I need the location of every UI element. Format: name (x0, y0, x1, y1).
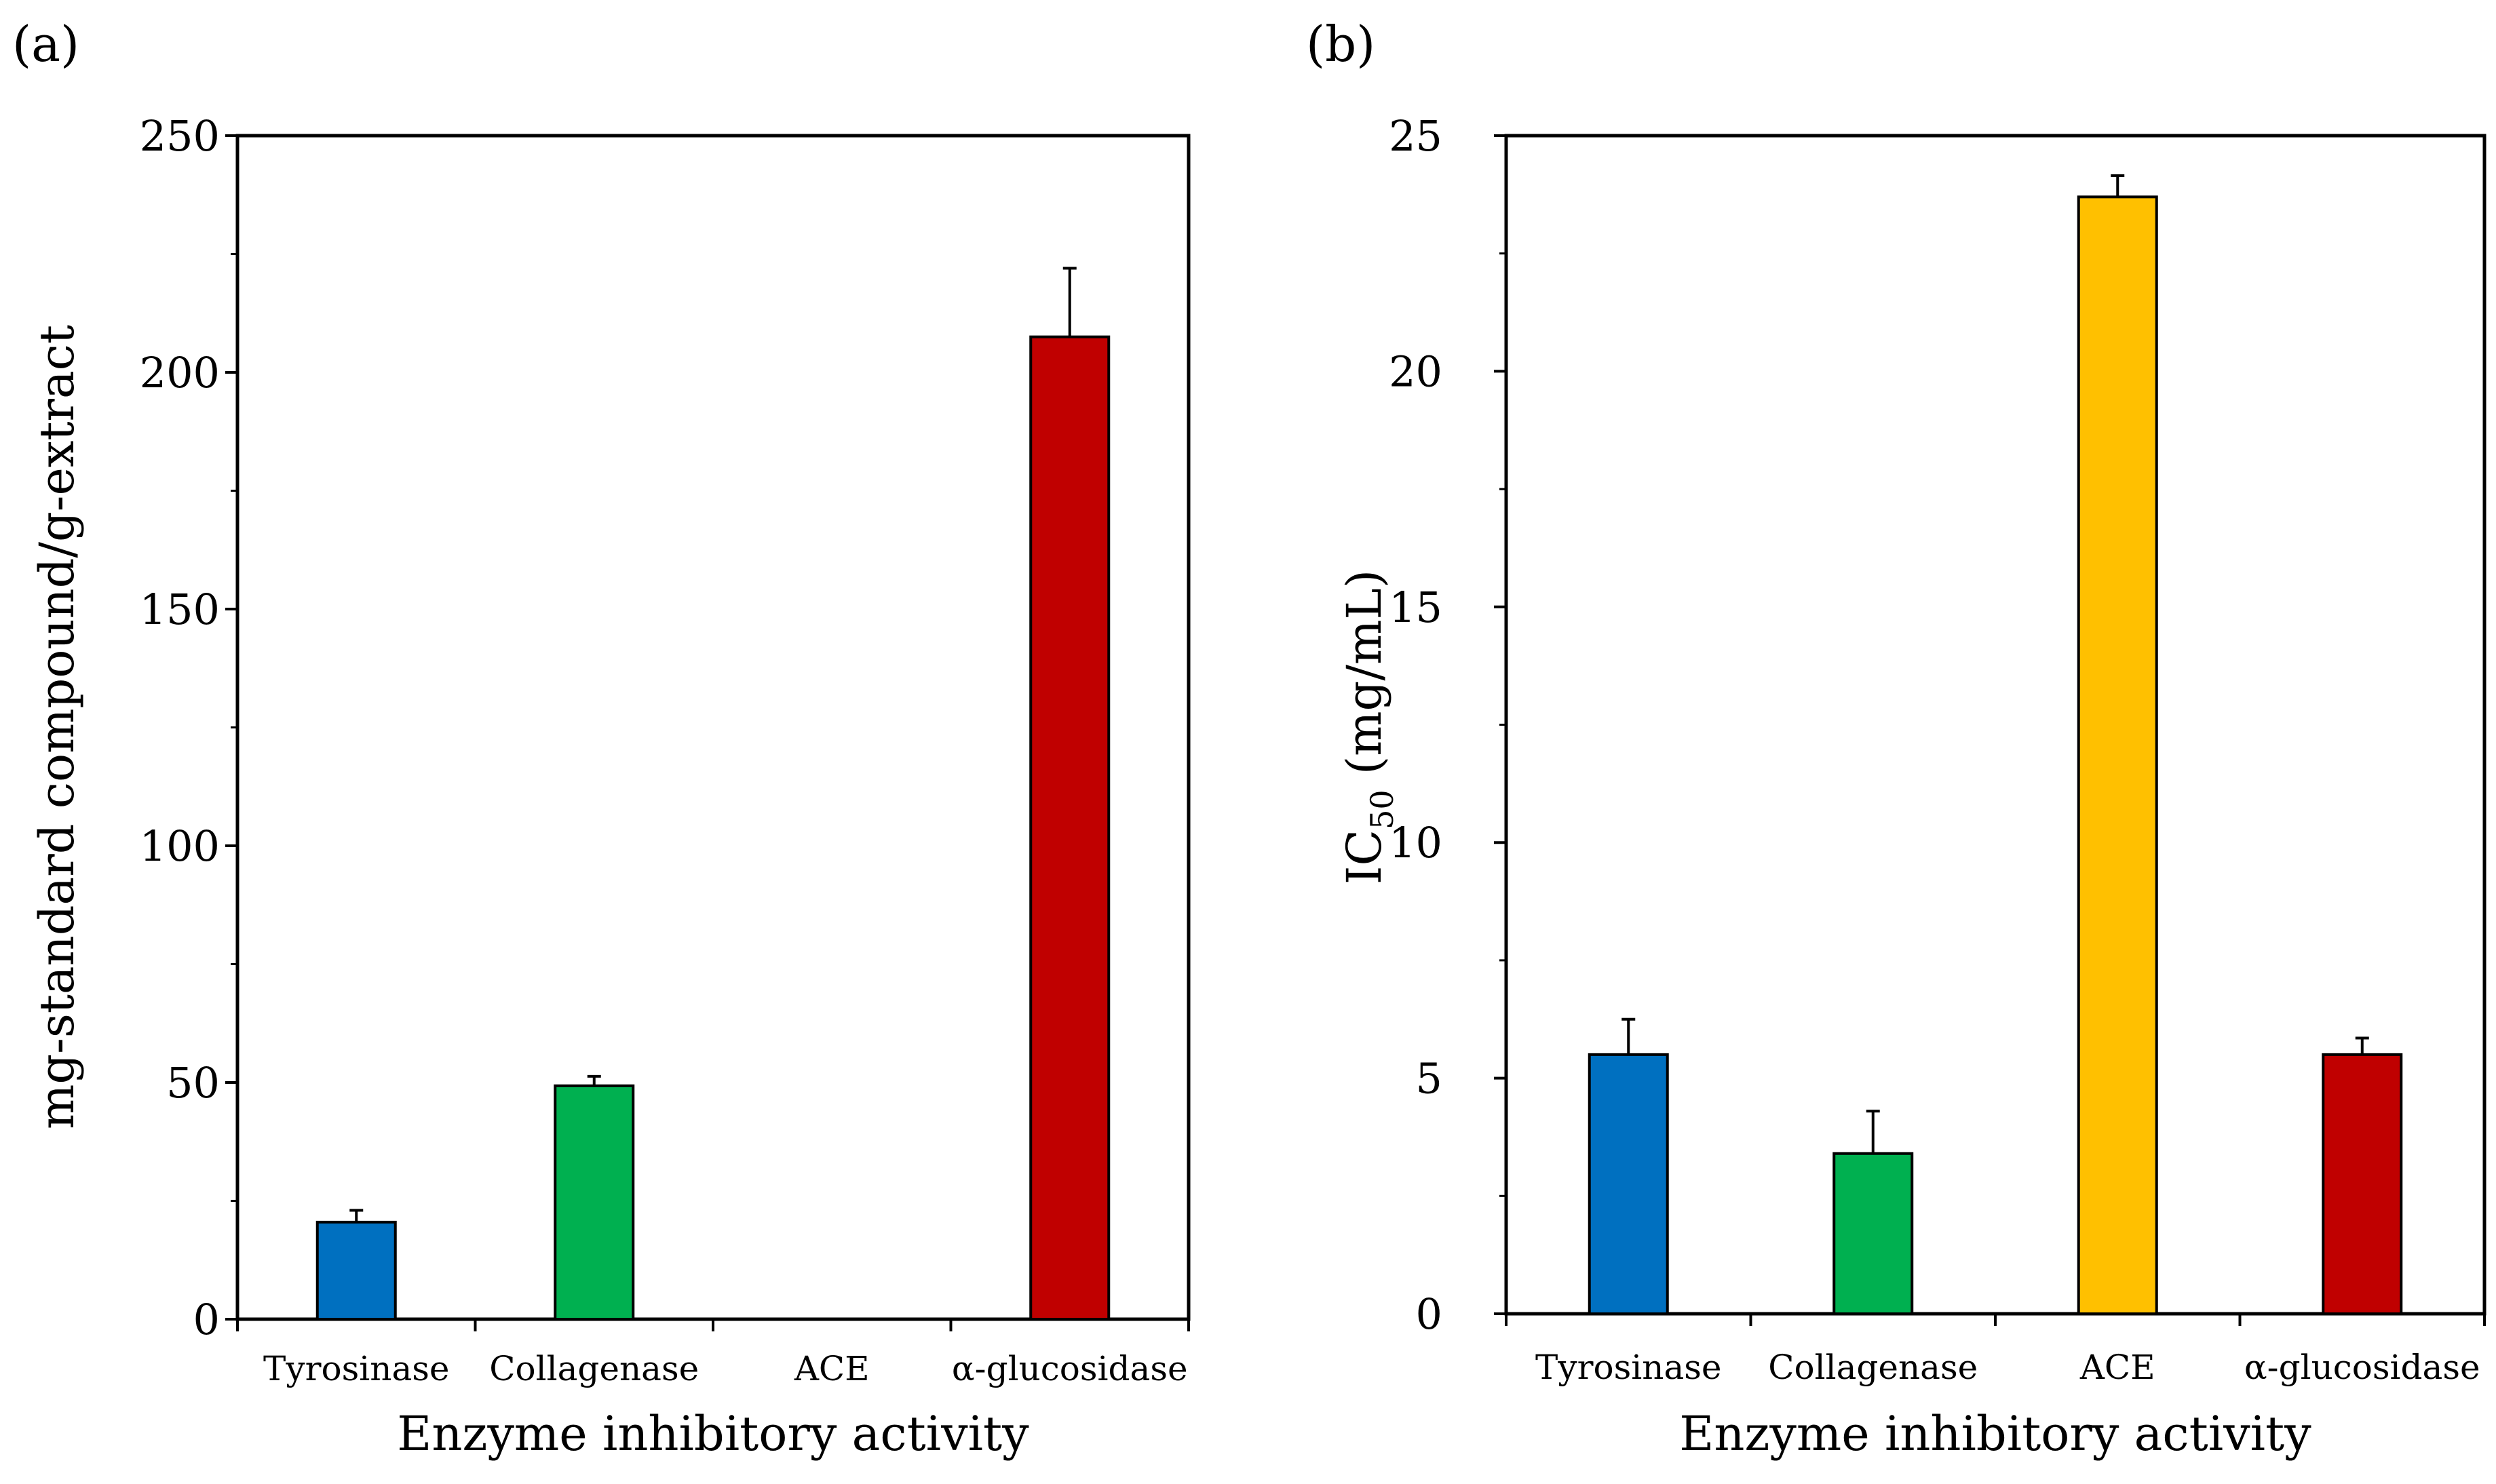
y-tick-label: 5 (1416, 1054, 1442, 1104)
y-tick-label: 0 (1416, 1289, 1442, 1339)
bar-4 (1029, 335, 1111, 1321)
category-label: Tyrosinase (263, 1349, 450, 1388)
panel-label: (a) (12, 16, 79, 73)
y-tick-label: 100 (140, 821, 220, 871)
bar-1 (315, 1220, 397, 1321)
bar-3 (2077, 195, 2158, 1316)
category-label: α-glucosidase (952, 1349, 1188, 1388)
y-axis-title: IC50 (mg/mL) (1337, 570, 1400, 884)
category-label: ACE (794, 1349, 870, 1388)
y-tick-label: 50 (166, 1058, 220, 1108)
bar-2 (1832, 1152, 1914, 1315)
y-tick-label: 10 (1389, 818, 1442, 867)
bar-4 (2322, 1053, 2403, 1315)
y-tick-label: 200 (140, 348, 220, 397)
y-tick-label: 20 (1389, 347, 1442, 396)
category-label: ACE (2079, 1348, 2155, 1387)
y-tick-label: 15 (1389, 583, 1442, 632)
panel-b-chart: (b) 0 5 10 15 20 25 Tyrosinase Collagenase ACE α-g… (1306, 16, 2487, 1462)
x-axis-title: Enzyme inhibitory activity (397, 1406, 1029, 1462)
x-axis-title: Enzyme inhibitory activity (1679, 1406, 2311, 1462)
category-label: Collagenase (1768, 1348, 1978, 1387)
category-label: α-glucosidase (2244, 1348, 2480, 1387)
y-axis-title-unit: (mg/mL) (1337, 570, 1392, 790)
y-tick-label: 25 (1389, 111, 1442, 161)
panel-a-chart: (a) 0 50 100 150 200 250 Tyrosinase Collagenase A… (12, 16, 1191, 1462)
bar-1 (1588, 1053, 1669, 1315)
y-tick-label: 0 (193, 1295, 220, 1344)
y-tick-label: 250 (140, 111, 220, 161)
y-axis-title-main: IC (1337, 829, 1392, 884)
category-label: Collagenase (489, 1349, 699, 1388)
y-axis-title: mg-standard compound/g-extract (29, 325, 85, 1129)
category-label: Tyrosinase (1535, 1348, 1722, 1387)
y-tick-label: 150 (140, 585, 220, 634)
panel-label: (b) (1306, 16, 1375, 73)
bar-2 (554, 1084, 635, 1321)
y-axis-title-subscript: 50 (1364, 789, 1400, 829)
